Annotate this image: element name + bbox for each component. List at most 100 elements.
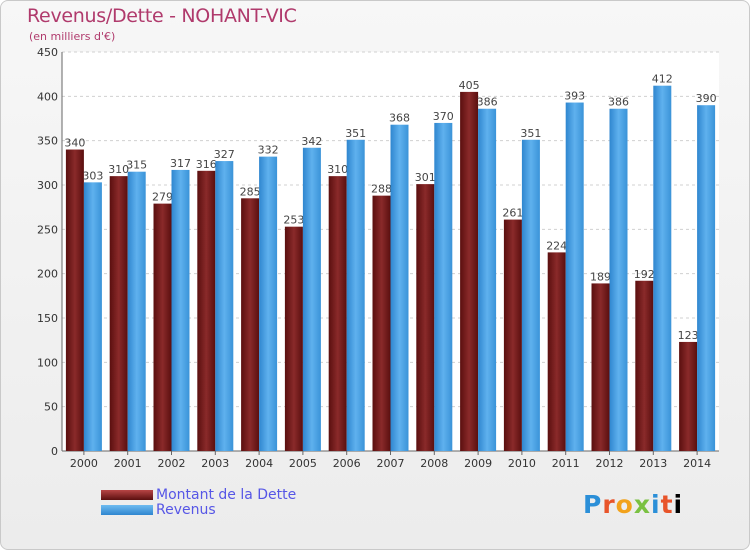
data-label-debt: 310 bbox=[327, 163, 348, 176]
bar-revenus bbox=[259, 156, 278, 452]
bar-revenus bbox=[346, 139, 365, 451]
data-label-debt: 285 bbox=[240, 185, 261, 198]
bar-revenus bbox=[390, 124, 409, 451]
x-tick-label: 2006 bbox=[333, 457, 361, 470]
bar-revenus bbox=[609, 108, 628, 451]
x-tick-label: 2009 bbox=[464, 457, 492, 470]
bar-debt bbox=[65, 149, 84, 452]
data-label-revenus: 412 bbox=[652, 73, 673, 86]
data-label-debt: 189 bbox=[590, 270, 611, 283]
data-label-revenus: 327 bbox=[214, 148, 235, 161]
y-tick-label: 350 bbox=[37, 135, 58, 148]
data-label-debt: 301 bbox=[415, 171, 436, 184]
x-tick-label: 2003 bbox=[201, 457, 229, 470]
x-tick-label: 2013 bbox=[639, 457, 667, 470]
x-tick-label: 2002 bbox=[158, 457, 186, 470]
bar-debt bbox=[197, 170, 216, 451]
chart-subtitle: (en milliers d'€) bbox=[29, 30, 116, 43]
logo-letter: r bbox=[602, 490, 616, 519]
logo-letter: i bbox=[673, 490, 684, 519]
bar-revenus bbox=[83, 182, 102, 451]
data-label-debt: 316 bbox=[196, 158, 217, 171]
bar-debt bbox=[328, 176, 347, 451]
x-tick-label: 2011 bbox=[552, 457, 580, 470]
y-tick-label: 400 bbox=[37, 90, 58, 103]
y-tick-label: 100 bbox=[37, 356, 58, 369]
bar-revenus bbox=[478, 108, 497, 451]
bar-debt bbox=[591, 283, 610, 451]
bar-debt bbox=[416, 184, 435, 451]
bar-revenus bbox=[521, 139, 540, 451]
bar-debt bbox=[547, 252, 566, 451]
bar-revenus bbox=[215, 161, 234, 451]
bar-debt bbox=[503, 219, 522, 451]
legend-swatch-revenus bbox=[101, 505, 153, 515]
data-label-debt: 310 bbox=[108, 163, 129, 176]
x-tick-label: 2000 bbox=[70, 457, 98, 470]
bar-debt bbox=[372, 195, 391, 451]
y-tick-label: 450 bbox=[37, 46, 58, 59]
bar-debt bbox=[460, 91, 479, 452]
y-tick-label: 200 bbox=[37, 268, 58, 281]
data-label-revenus: 351 bbox=[345, 127, 366, 140]
logo-letter: o bbox=[615, 490, 634, 519]
data-label-revenus: 370 bbox=[433, 110, 454, 123]
bar-revenus bbox=[653, 85, 672, 452]
y-tick-label: 0 bbox=[51, 445, 58, 458]
data-label-debt: 279 bbox=[152, 191, 173, 204]
logo-letter: P bbox=[583, 490, 603, 519]
data-label-debt: 224 bbox=[546, 239, 567, 252]
bar-debt bbox=[241, 198, 260, 451]
logo-letter: i bbox=[651, 490, 661, 519]
logo-letter: x bbox=[633, 490, 651, 519]
proxiti-logo: Proxiti bbox=[583, 490, 683, 519]
bar-debt bbox=[109, 176, 128, 451]
bar-revenus bbox=[697, 105, 716, 451]
bar-debt bbox=[284, 226, 303, 451]
data-label-revenus: 315 bbox=[126, 159, 147, 172]
y-tick-label: 250 bbox=[37, 223, 58, 236]
data-label-revenus: 303 bbox=[82, 169, 103, 182]
y-tick-label: 300 bbox=[37, 179, 58, 192]
chart-title: Revenus/Dette - NOHANT-VIC bbox=[27, 5, 297, 27]
data-label-revenus: 332 bbox=[258, 144, 279, 157]
data-label-debt: 192 bbox=[634, 268, 655, 281]
data-label-revenus: 386 bbox=[608, 96, 629, 109]
data-label-revenus: 393 bbox=[564, 90, 585, 103]
bar-revenus bbox=[565, 102, 584, 451]
data-label-debt: 405 bbox=[459, 79, 480, 92]
data-label-debt: 123 bbox=[678, 329, 699, 342]
bar-revenus bbox=[302, 147, 321, 451]
x-tick-label: 2004 bbox=[245, 457, 273, 470]
data-label-debt: 253 bbox=[283, 214, 304, 227]
data-label-debt: 261 bbox=[502, 207, 523, 220]
legend-label-dette: Montant de la Dette bbox=[156, 487, 297, 503]
bar-debt bbox=[679, 341, 698, 451]
bar-revenus bbox=[434, 122, 453, 451]
bar-revenus bbox=[127, 171, 146, 451]
bar-debt bbox=[635, 280, 654, 451]
x-tick-label: 2007 bbox=[377, 457, 405, 470]
y-tick-label: 50 bbox=[44, 401, 58, 414]
x-tick-label: 2014 bbox=[683, 457, 711, 470]
data-label-debt: 288 bbox=[371, 183, 392, 196]
data-label-revenus: 390 bbox=[696, 92, 717, 105]
legend-swatch-dette bbox=[101, 490, 153, 500]
data-label-revenus: 342 bbox=[301, 135, 322, 148]
legend-label-revenus: Revenus bbox=[156, 502, 216, 518]
data-label-revenus: 368 bbox=[389, 112, 410, 125]
data-label-debt: 340 bbox=[64, 137, 85, 150]
logo-letter: t bbox=[660, 490, 674, 519]
y-tick-label: 150 bbox=[37, 312, 58, 325]
x-tick-label: 2001 bbox=[114, 457, 142, 470]
x-tick-label: 2010 bbox=[508, 457, 536, 470]
bar-debt bbox=[153, 203, 172, 451]
data-label-revenus: 317 bbox=[170, 157, 191, 170]
data-label-revenus: 351 bbox=[520, 127, 541, 140]
x-tick-label: 2008 bbox=[420, 457, 448, 470]
bar-revenus bbox=[171, 169, 190, 451]
x-tick-label: 2005 bbox=[289, 457, 317, 470]
data-label-revenus: 386 bbox=[477, 96, 498, 109]
